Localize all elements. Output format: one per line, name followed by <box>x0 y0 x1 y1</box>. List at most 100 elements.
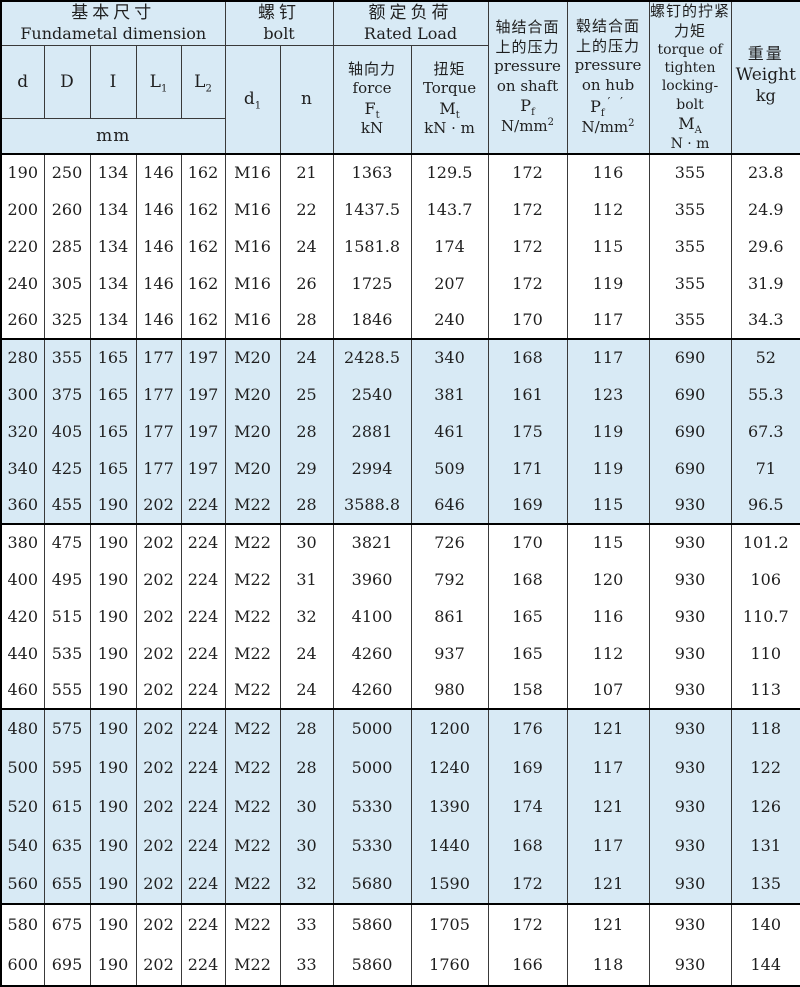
cell-Mt: 646 <box>410 486 489 524</box>
cell-Pf_hub: 112 <box>566 190 650 228</box>
col-header-L2: L2 <box>180 44 226 120</box>
cell-D: 455 <box>43 486 91 524</box>
cell-L1: 146 <box>135 152 182 191</box>
cell-MA: 930 <box>648 634 732 672</box>
cell-L2: 224 <box>180 560 226 598</box>
header-row-mm-unit: mm <box>0 118 800 155</box>
cell-MA: 930 <box>648 522 732 561</box>
cell-Pf_shaft: 171 <box>487 449 568 487</box>
table-row: 440 535 190 202 224 M22 24 4260 937 165 112 930 110 <box>0 634 800 672</box>
cell-Mt: 1705 <box>410 902 489 945</box>
table-row: 560 655 190 202 224 M22 32 5680 1590 172 121 930 135 <box>0 864 800 904</box>
hub-pressure-en-line1: pressure <box>574 56 642 75</box>
cell-Ft: 5860 <box>332 902 412 945</box>
cell-MA: 355 <box>648 301 732 339</box>
table-row: 260 325 134 146 162 M16 28 1846 240 170 117 355 34.3 <box>0 301 800 339</box>
cell-I: 165 <box>89 375 137 413</box>
torque-symbol: Mt <box>439 98 460 121</box>
cell-Ft: 2881 <box>332 412 412 450</box>
cell-MA: 355 <box>648 227 732 265</box>
cell-n: 29 <box>279 449 334 487</box>
cell-Pf_hub: 119 <box>566 412 650 450</box>
cell-weight: 135 <box>730 864 800 904</box>
cell-d1: M22 <box>224 634 281 672</box>
cell-L2: 162 <box>180 227 226 265</box>
cell-L2: 224 <box>180 902 226 945</box>
torque-unit: kN · m <box>424 119 475 138</box>
cell-MA: 355 <box>648 264 732 302</box>
weight-en-label: Weight <box>735 65 796 86</box>
table-row: 400 495 190 202 224 M22 31 3960 792 168 120 930 106 <box>0 560 800 598</box>
cell-Mt: 509 <box>410 449 489 487</box>
col-header-D: D <box>43 44 91 120</box>
cell-L1: 177 <box>135 449 182 487</box>
cell-D: 405 <box>43 412 91 450</box>
cell-d: 220 <box>0 227 45 265</box>
cell-Pf_shaft: 165 <box>487 634 568 672</box>
cell-Ft: 2540 <box>332 375 412 413</box>
fundamental-en-label: Fundametal dimension <box>20 24 207 44</box>
header-pressure-on-hub: 毂结合面 上的压力 pressure on hub Pf′ ′ N/mm2 <box>566 0 650 155</box>
cell-I: 134 <box>89 152 137 191</box>
cell-MA: 930 <box>648 902 732 945</box>
cell-MA: 930 <box>648 707 732 748</box>
cell-d: 600 <box>0 944 45 986</box>
cell-Pf_hub: 120 <box>566 560 650 598</box>
cell-Ft: 3821 <box>332 522 412 561</box>
cell-L2: 224 <box>180 634 226 672</box>
cell-d1: M22 <box>224 522 281 561</box>
cell-weight: 34.3 <box>730 301 800 339</box>
cell-L1: 202 <box>135 671 182 709</box>
cell-Mt: 1240 <box>410 747 489 787</box>
rated-load-zh-label: 额定负荷 <box>368 3 453 23</box>
cell-Mt: 381 <box>410 375 489 413</box>
hub-pressure-zh-line1: 毂结合面 <box>576 17 641 36</box>
cell-D: 655 <box>43 864 91 904</box>
cell-L1: 202 <box>135 825 182 865</box>
cell-Pf_shaft: 168 <box>487 337 568 376</box>
cell-L2: 224 <box>180 864 226 904</box>
cell-L1: 202 <box>135 707 182 748</box>
cell-Pf_hub: 112 <box>566 634 650 672</box>
cell-L1: 202 <box>135 597 182 635</box>
cell-d: 380 <box>0 522 45 561</box>
cell-Pf_shaft: 172 <box>487 190 568 228</box>
cell-D: 250 <box>43 152 91 191</box>
cell-Pf_hub: 121 <box>566 902 650 945</box>
cell-D: 355 <box>43 337 91 376</box>
cell-Ft: 1437.5 <box>332 190 412 228</box>
table-row: 300 375 165 177 197 M20 25 2540 381 161 123 690 55.3 <box>0 375 800 413</box>
locking-unit: N · m <box>670 135 710 152</box>
cell-L2: 224 <box>180 747 226 787</box>
cell-L2: 224 <box>180 786 226 826</box>
force-unit: kN <box>360 119 384 138</box>
cell-Mt: 1440 <box>410 825 489 865</box>
cell-Mt: 726 <box>410 522 489 561</box>
table-header: 基本尺寸 Fundametal dimension 螺钉 bolt 额定负荷 R… <box>0 0 800 155</box>
locking-en-line1: torque of <box>657 42 723 58</box>
table-row: 580 675 190 202 224 M22 33 5860 1705 172 121 930 140 <box>0 902 800 945</box>
table-row: 420 515 190 202 224 M22 32 4100 861 165 116 930 110.… <box>0 597 800 635</box>
cell-d: 440 <box>0 634 45 672</box>
cell-I: 190 <box>89 864 137 904</box>
shaft-pressure-en-line1: pressure <box>494 57 561 76</box>
cell-Ft: 5330 <box>332 825 412 865</box>
cell-d1: M22 <box>224 747 281 787</box>
cell-weight: 24.9 <box>730 190 800 228</box>
cell-Ft: 4260 <box>332 671 412 709</box>
cell-D: 325 <box>43 301 91 339</box>
cell-weight: 23.8 <box>730 152 800 191</box>
cell-Pf_shaft: 166 <box>487 944 568 986</box>
force-en-label: force <box>352 79 392 98</box>
cell-Pf_hub: 123 <box>566 375 650 413</box>
cell-n: 28 <box>279 707 334 748</box>
header-pressure-on-shaft: 轴结合面 上的压力 pressure on shaft Pf N/mm2 <box>487 0 568 155</box>
cell-weight: 101.2 <box>730 522 800 561</box>
cell-I: 190 <box>89 786 137 826</box>
shaft-pressure-symbol: Pf <box>520 96 535 119</box>
cell-L2: 197 <box>180 375 226 413</box>
cell-MA: 930 <box>648 747 732 787</box>
cell-D: 595 <box>43 747 91 787</box>
cell-D: 425 <box>43 449 91 487</box>
cell-Pf_shaft: 175 <box>487 412 568 450</box>
